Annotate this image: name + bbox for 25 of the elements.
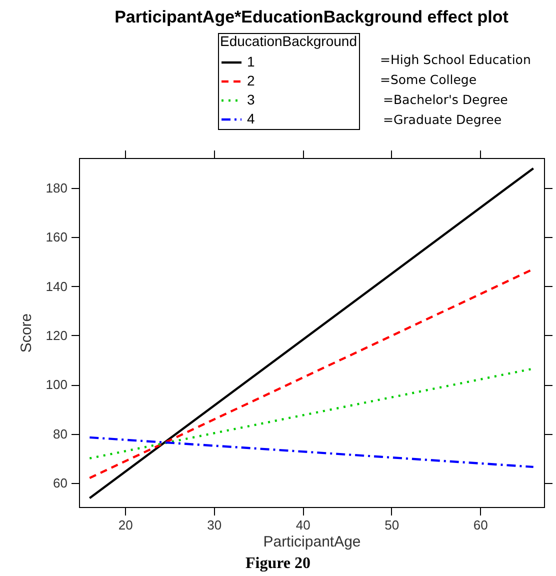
y-tick-label: 80	[53, 426, 68, 442]
y-axis-title: Score	[18, 313, 35, 353]
y-tick-label: 100	[46, 377, 68, 392]
legend-label: 2	[247, 72, 255, 88]
legend-label: 1	[247, 54, 255, 70]
legend-label: 4	[247, 110, 255, 126]
text: =Bachelor's Degree	[383, 92, 508, 107]
x-tick-label: 40	[296, 518, 310, 532]
y-tick-label: 140	[46, 278, 68, 294]
y-tick-label: 160	[46, 230, 68, 245]
x-tick-label: 60	[473, 518, 488, 532]
legend-label: 3	[247, 92, 255, 108]
text: =Graduate Degree	[383, 112, 502, 127]
x-tick-label: 30	[207, 518, 222, 532]
chart-title: ParticipantAge*EducationBackground effect plot	[114, 8, 509, 26]
y-tick-label: 180	[46, 180, 68, 196]
y-tick-label: 120	[46, 328, 68, 343]
text: =High School Education	[380, 52, 531, 67]
text: =Some College	[380, 72, 477, 87]
x-tick-label: 20	[118, 518, 133, 532]
caption: Figure 20	[244, 555, 312, 573]
legend-title: EducationBackground	[220, 33, 357, 49]
x-axis-title: ParticipantAge	[263, 534, 361, 550]
y-tick-label: 60	[53, 475, 68, 490]
x-tick-label: 50	[384, 518, 400, 532]
